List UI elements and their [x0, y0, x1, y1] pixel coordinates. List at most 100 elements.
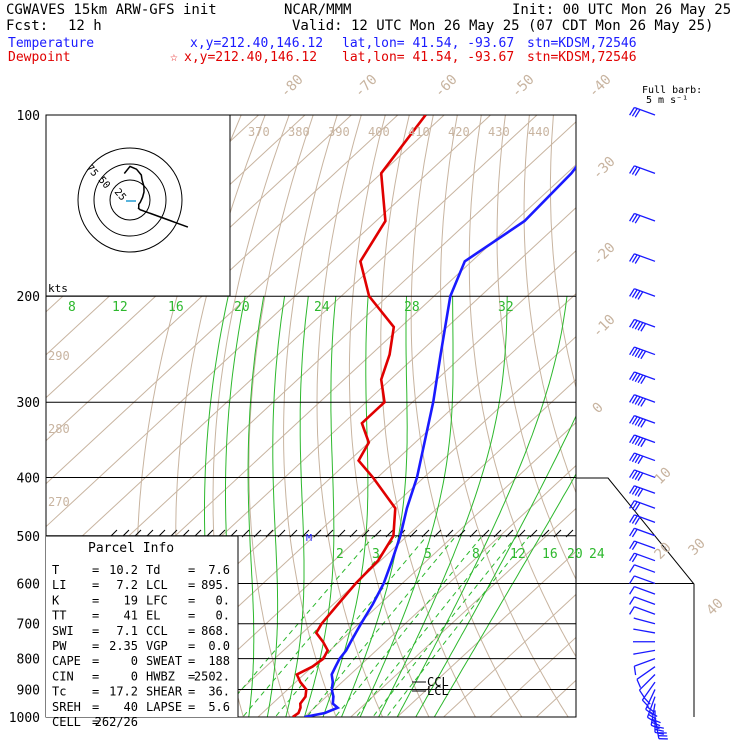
fcst-value: 12 h [68, 18, 102, 34]
isotherm-label: 0 [590, 400, 607, 417]
isotherm-label: -40 [586, 72, 615, 101]
freezing-tick [481, 529, 490, 538]
parcel-value: 0. [216, 609, 230, 623]
freezing-tick [325, 529, 334, 538]
parcel-label: VGP [146, 639, 168, 653]
parcel-eq: = [188, 654, 195, 668]
mixing-ratio-label: 5 [424, 547, 432, 562]
parcel-value: 10.2 [109, 563, 138, 577]
freezing-tick [445, 529, 454, 538]
wind-barb [629, 514, 656, 525]
parcel-value: 19 [124, 593, 138, 607]
parcel-eq: = [188, 609, 195, 623]
parcel-eq: = [92, 700, 99, 714]
parcel-eq: = [92, 578, 99, 592]
dry-adiabat-line [316, 115, 384, 717]
parcel-eq: = [92, 624, 99, 638]
theta-label: 290 [48, 349, 70, 363]
mixing-ratio-line [242, 535, 398, 717]
wind-barb [629, 346, 656, 360]
theta-label: 400 [368, 125, 390, 139]
wind-barb [629, 452, 656, 465]
freezing-tick [253, 529, 262, 538]
dry-adiabat-line [496, 115, 576, 581]
wind-barb [629, 527, 656, 538]
wind-barb [629, 585, 656, 595]
dry-adiabat-line [674, 115, 740, 730]
mixing-ratio-line [385, 535, 530, 717]
theta-label: 430 [488, 125, 510, 139]
dewpoint-line [292, 115, 427, 717]
hodograph-ring [109, 179, 151, 221]
parcel-value: 2502. [194, 669, 230, 683]
mixing-ratio-line [306, 535, 457, 717]
isotherm-label: -70 [352, 72, 381, 101]
parcel-value: 41 [124, 609, 138, 623]
parcel-label: CCL [146, 624, 168, 638]
theta-label: 440 [528, 125, 550, 139]
parcel-value: 17.2 [109, 685, 138, 699]
hodograph-ring [93, 163, 167, 237]
mixing-ratio-label: 16 [168, 300, 184, 315]
parcel-value: 188 [208, 654, 230, 668]
parcel-label: LCL [146, 578, 168, 592]
freezing-tick [457, 529, 466, 538]
hodograph-panel [45, 114, 231, 297]
barb-header-line2: 5 m s⁻¹ [646, 95, 689, 106]
isotherm-label: -80 [278, 72, 307, 101]
theta-label: 280 [48, 422, 70, 436]
moist-adiabat-line [415, 414, 576, 717]
theta-label: 380 [288, 125, 310, 139]
isotherm-line [46, 115, 538, 571]
theta-label: 370 [248, 125, 270, 139]
dry-adiabat-line [601, 115, 740, 730]
parcel-label: PW [52, 639, 67, 653]
parcel-value: 5.6 [208, 700, 230, 714]
mixing-ratio-line [274, 535, 428, 717]
hodograph-units: kts [48, 282, 68, 295]
pressure-tick-label: 1000 [9, 711, 40, 726]
isotherm-line [303, 464, 576, 717]
parcel-label: LAPSE [146, 700, 182, 714]
freezing-tick [313, 529, 322, 538]
wind-barb [629, 575, 656, 585]
pressure-tick-label: 400 [17, 471, 40, 486]
wind-barb [629, 212, 656, 224]
wind-barb [638, 674, 656, 698]
dry-adiabat-line [440, 115, 569, 717]
wind-barb [633, 617, 656, 625]
wind-barb [629, 485, 656, 497]
melting-level-label: M [306, 533, 312, 544]
mixing-ratio-line [334, 535, 483, 717]
freezing-tick [265, 529, 274, 538]
wind-barb [629, 434, 656, 448]
parcel-eq: = [188, 593, 195, 607]
wind-barb [629, 540, 656, 551]
parcel-eq: = [188, 669, 195, 683]
freezing-tick [565, 529, 574, 538]
hodograph-trace [123, 165, 189, 228]
parcel-value: 0 [131, 654, 138, 668]
pressure-tick-label: 300 [17, 396, 40, 411]
parcel-eq: = [188, 578, 195, 592]
temperature-legend-label: Temperature [8, 36, 95, 51]
theta-label: 390 [328, 125, 350, 139]
mixing-ratio-label: 8 [472, 547, 480, 562]
isotherm-line [350, 507, 576, 717]
isotherm-line [257, 421, 576, 717]
parcel-label: SWI [52, 624, 74, 638]
dry-adiabat-line [248, 115, 314, 717]
parcel-label: TT [52, 609, 66, 623]
freezing-tick [289, 529, 298, 538]
dewpoint-xy: x,y=212.40,146.12 [184, 50, 318, 65]
theta-label: 420 [448, 125, 470, 139]
wind-barb [629, 106, 656, 118]
parcel-label: CIN [52, 669, 74, 683]
wind-barb [629, 288, 656, 300]
model-title: CGWAVES 15km ARW-GFS init [6, 2, 217, 18]
mixing-ratio-label: 24 [589, 547, 605, 562]
wind-barb [629, 500, 656, 511]
freezing-tick [241, 529, 250, 538]
freezing-tick [553, 529, 562, 538]
freezing-tick [541, 529, 550, 538]
